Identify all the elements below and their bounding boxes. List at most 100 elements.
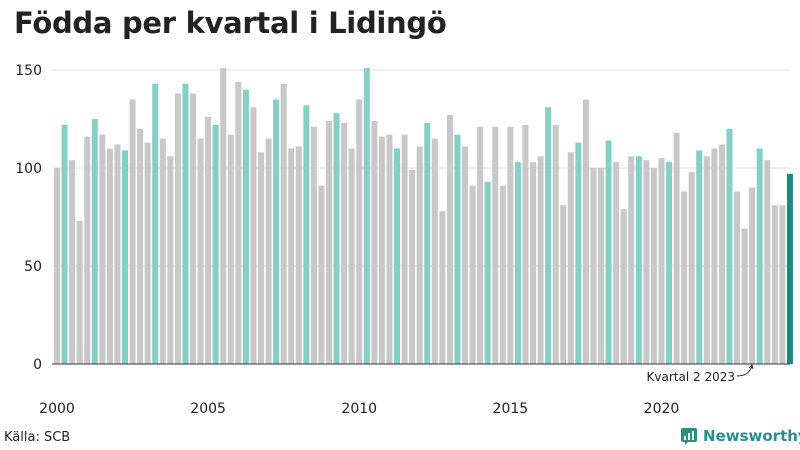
x-axis: 2000 2005 2010 2015 2020 [39, 401, 679, 417]
bar [530, 162, 537, 364]
bar [227, 134, 234, 364]
bar [507, 126, 514, 364]
bar [673, 132, 680, 364]
brand-name: Newsworthy [703, 427, 800, 445]
bar [741, 228, 748, 364]
bar [341, 122, 348, 364]
bar [734, 191, 741, 364]
bar [220, 68, 227, 364]
bar-q2 [61, 124, 68, 364]
bar-q2 [212, 124, 219, 364]
bar [439, 211, 446, 364]
bar [492, 126, 499, 364]
x-tick-label: 2010 [341, 401, 377, 417]
bar-q2 [91, 119, 98, 364]
bar [280, 83, 287, 364]
bar-q2 [242, 89, 249, 364]
bar-q2 [545, 107, 552, 365]
bar [295, 146, 302, 364]
bar [54, 168, 60, 364]
bar [522, 124, 529, 364]
bar [250, 107, 257, 365]
bar [401, 134, 408, 364]
bar [348, 148, 355, 364]
bar-q2 [303, 105, 310, 364]
bar [711, 148, 718, 364]
bar-q2 [182, 83, 189, 364]
bar [477, 126, 484, 364]
bar [718, 144, 725, 364]
bar [567, 152, 574, 364]
bar [462, 146, 469, 364]
bar [650, 168, 657, 364]
bar [129, 99, 136, 365]
annotation-arrowhead [748, 364, 754, 370]
bar [658, 158, 665, 364]
bar [779, 205, 786, 364]
y-tick-label: 0 [33, 357, 42, 373]
bar-q2 [696, 150, 703, 364]
bar-q2 [454, 134, 461, 364]
bar [469, 185, 476, 364]
bar-q2 [122, 150, 128, 364]
bars [52, 68, 793, 365]
bar-q2 [273, 99, 280, 365]
bar [76, 220, 83, 364]
bar [409, 169, 416, 364]
bar [69, 160, 76, 364]
chart-title: Födda per kvartal i Lidingö [14, 6, 447, 40]
bar-q2 [363, 68, 370, 364]
bar [688, 171, 695, 364]
bar [288, 148, 295, 364]
bar [159, 138, 166, 364]
bar [371, 120, 378, 365]
bar [174, 93, 181, 365]
bar [598, 168, 605, 364]
bar [197, 138, 204, 364]
bar-q2 [666, 162, 673, 364]
bar [258, 152, 265, 364]
bar-q2 [424, 122, 431, 364]
bar-q2 [514, 162, 521, 364]
bar [167, 156, 174, 364]
bar-q2 [756, 148, 763, 364]
bar [681, 191, 688, 364]
x-tick-label: 2000 [39, 401, 75, 417]
bar-latest [786, 173, 793, 364]
bar-q2 [575, 142, 582, 364]
bar [537, 156, 544, 364]
bar-q2 [152, 83, 159, 364]
bar [235, 81, 242, 364]
bar [416, 146, 423, 364]
bar-q2 [726, 128, 733, 364]
bar [446, 115, 453, 364]
bar [499, 185, 506, 364]
bar-q2 [605, 140, 612, 364]
brand-logo: Newsworthy [680, 427, 800, 445]
x-tick-label: 2005 [190, 401, 226, 417]
newsworthy-logo-icon [681, 428, 697, 445]
bar [620, 209, 627, 364]
bar [613, 162, 620, 364]
bar [703, 156, 710, 364]
annotation-arrow [736, 365, 753, 377]
annotation-label: Kvartal 2 2023 [647, 370, 735, 384]
bar-q2 [333, 113, 340, 365]
bar [84, 136, 91, 364]
y-tick-label: 100 [15, 161, 42, 177]
annotation: Kvartal 2 2023 [647, 364, 754, 384]
bar [106, 148, 113, 364]
bar [265, 138, 272, 364]
bar [99, 134, 106, 364]
bar [764, 160, 771, 364]
bar [749, 187, 756, 364]
bar [628, 156, 635, 364]
y-tick-label: 150 [15, 63, 42, 79]
bar [326, 120, 333, 365]
x-tick-label: 2020 [644, 401, 680, 417]
source-note: Källa: SCB [4, 430, 71, 445]
bar [144, 142, 151, 364]
bar [582, 99, 589, 365]
bar [386, 134, 393, 364]
